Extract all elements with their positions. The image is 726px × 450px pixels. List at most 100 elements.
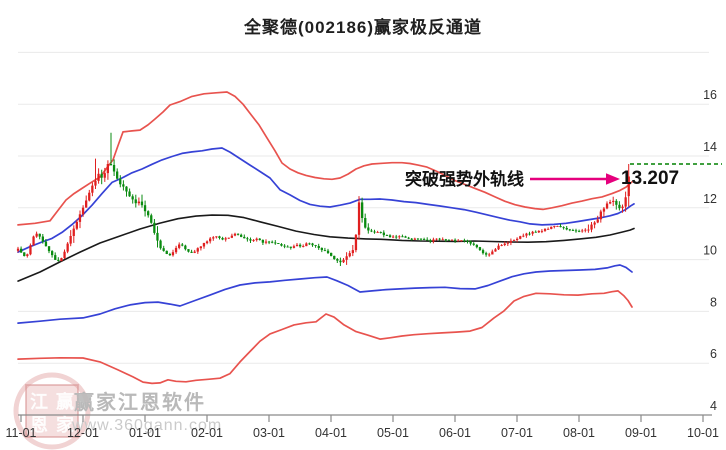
candle-body <box>119 178 122 185</box>
candle-body <box>295 244 299 247</box>
candle-body <box>367 227 370 231</box>
candle-body <box>506 242 509 244</box>
candle-body <box>311 243 314 246</box>
candle-body <box>562 227 565 229</box>
candle-body <box>212 237 215 239</box>
candle-body <box>537 230 540 233</box>
candle-body <box>336 259 339 261</box>
candle-body <box>202 243 206 247</box>
candle-body <box>432 239 435 242</box>
x-axis-label: 03-01 <box>253 426 285 440</box>
candle-body <box>596 219 599 223</box>
x-axis-label: 02-01 <box>191 426 223 440</box>
seal-char: 恩 <box>30 415 48 435</box>
candle-body <box>401 236 404 238</box>
candle-body <box>609 202 612 204</box>
breakout-annotation: 突破强势外轨线 13.207 <box>405 163 722 189</box>
candle-body <box>392 236 395 238</box>
candle-body <box>16 248 20 251</box>
candle-body <box>388 235 392 238</box>
candle-body <box>488 254 491 256</box>
candle-body <box>91 185 94 193</box>
candle-body <box>32 236 35 246</box>
candle-body <box>593 222 596 225</box>
candle-body <box>364 218 367 228</box>
candle-body <box>264 241 268 243</box>
candle-body <box>112 165 116 172</box>
seal-char: 家 <box>56 414 75 435</box>
candle-body <box>314 245 317 246</box>
inner-lower-band <box>17 264 633 324</box>
candle-body <box>621 206 624 209</box>
candle-body <box>426 239 429 241</box>
candle-body <box>72 228 75 236</box>
candle-body <box>249 239 252 241</box>
candle-body <box>416 238 420 240</box>
x-axis-label: 01-01 <box>129 426 161 440</box>
candle-body <box>351 250 354 254</box>
candle-body <box>534 231 537 233</box>
candle-body <box>218 236 221 238</box>
candle-body <box>531 231 534 234</box>
candle-body <box>20 248 23 253</box>
x-axis-label: 09-01 <box>625 426 657 440</box>
candle-body <box>299 244 302 247</box>
candle-body <box>286 246 289 248</box>
candle-body <box>277 243 280 244</box>
candle-body <box>410 238 413 240</box>
seal-char: 赢 <box>56 391 74 412</box>
candle-body <box>460 240 463 242</box>
candle-body <box>466 240 469 242</box>
candle-body <box>522 235 525 237</box>
candle-body <box>134 199 137 204</box>
candle-body <box>252 240 255 241</box>
candle-body <box>81 207 85 215</box>
candle-body <box>261 240 264 243</box>
candle-body <box>159 240 162 249</box>
candle-body <box>131 196 134 200</box>
candle-body <box>302 246 305 247</box>
candle-body <box>35 233 38 237</box>
candle-body <box>187 249 190 252</box>
candle-body <box>618 204 621 209</box>
candle-body <box>137 201 140 204</box>
watermark: 江 赢 恩 家 赢家江恩软件 www.360gann.com <box>13 372 221 450</box>
candle-body <box>509 240 513 243</box>
candle-body <box>116 171 119 179</box>
breakout-annotation-label: 突破强势外轨线 <box>405 169 524 189</box>
candle-body <box>457 240 460 242</box>
candle-body <box>395 236 398 238</box>
candle-body <box>153 222 156 233</box>
candle-body <box>100 173 103 178</box>
candle-body <box>419 238 423 240</box>
candle-body <box>413 238 416 240</box>
candle-body <box>423 239 426 240</box>
candle-body <box>171 252 175 256</box>
seal-square <box>26 385 78 437</box>
channel-bands-layer <box>17 91 635 385</box>
candle-body <box>345 256 348 260</box>
candle-body <box>227 237 230 239</box>
candle-body <box>168 254 171 256</box>
seal-char: 江 <box>30 392 48 412</box>
candle-body <box>587 229 590 231</box>
candle-body <box>103 173 106 178</box>
candle-body <box>156 232 159 241</box>
candle-body <box>280 244 283 246</box>
candle-body <box>370 230 373 232</box>
candles-layer <box>16 132 630 266</box>
x-axis-label: 11-01 <box>5 426 36 440</box>
candle-body <box>246 238 249 240</box>
candle-body <box>317 246 320 248</box>
candle-body <box>612 200 615 202</box>
candle-body <box>292 246 296 248</box>
candle-body <box>500 245 503 246</box>
seal-ring-icon <box>13 372 91 450</box>
candle-body <box>565 228 568 230</box>
candle-body <box>23 252 26 256</box>
candle-body <box>109 164 113 165</box>
candle-body <box>209 238 212 242</box>
candle-body <box>224 238 227 240</box>
candle-body <box>140 201 144 206</box>
